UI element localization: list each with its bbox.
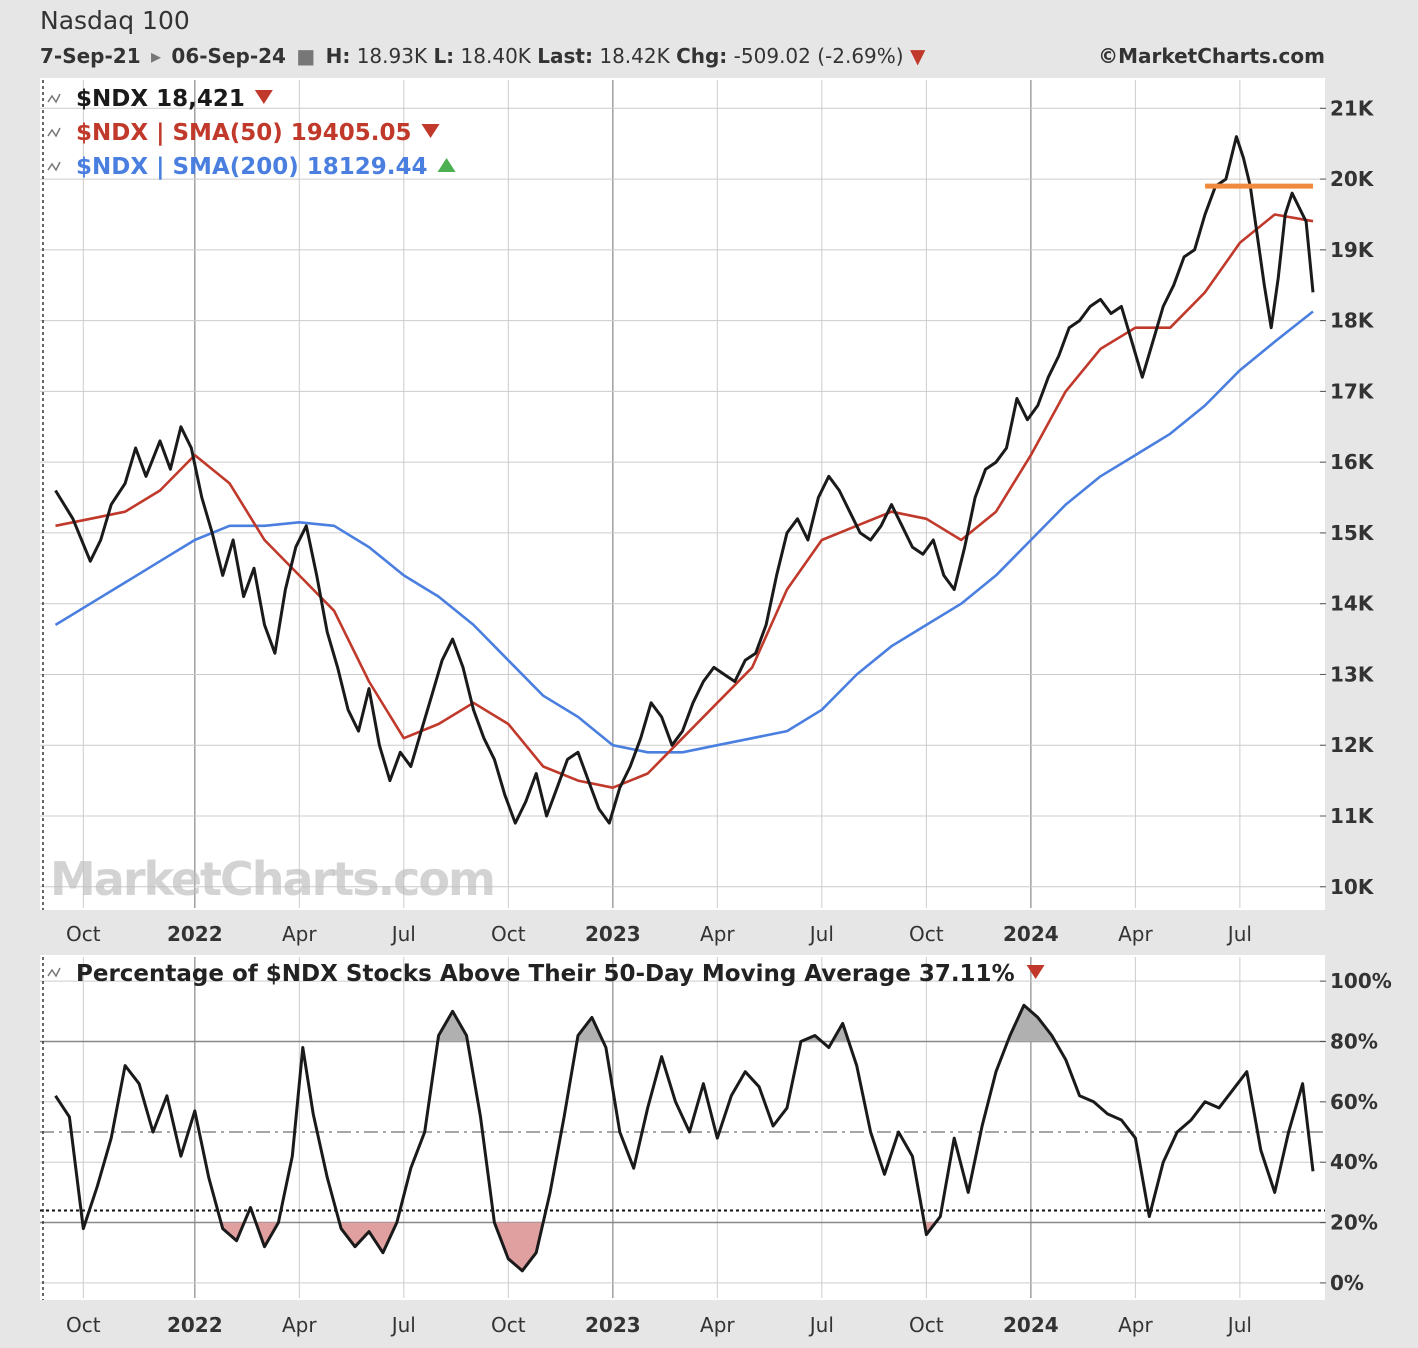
y-tick-label: 13K — [1330, 662, 1375, 686]
high-label: H: — [325, 44, 351, 68]
x-tick-label: Jul — [808, 922, 834, 946]
watermark: MarketCharts.com — [50, 852, 494, 906]
series-icon — [47, 93, 61, 104]
x-tick-label: Jul — [1226, 922, 1252, 946]
x-tick-label: Apr — [282, 1313, 317, 1337]
x-tick-label: 2023 — [585, 922, 641, 946]
oversold-fill — [255, 1222, 279, 1247]
breadth-x-axis: Oct 2022 Apr Jul Oct 2023 Apr Jul Oct 2024 Apr Jul — [66, 1313, 1252, 1337]
date-from: 7-Sep-21 — [40, 44, 141, 68]
down-triangle-icon — [421, 124, 440, 138]
breadth-y-axis: 0% 20% 40% 60% 80% 100% — [1320, 969, 1392, 1295]
overbought-fill — [1007, 1005, 1056, 1042]
x-tick-label: 2023 — [585, 1313, 641, 1337]
y-tick-label: 17K — [1330, 379, 1375, 403]
x-tick-label: 2022 — [167, 1313, 223, 1337]
last-value: 18.42K — [599, 44, 670, 68]
x-tick-label: Oct — [909, 922, 944, 946]
price-legend: $NDX 18,421 $NDX | SMA(50) 19405.05 $NDX |… — [47, 86, 456, 180]
x-tick-label: 2024 — [1003, 922, 1059, 946]
y-tick-label: 40% — [1330, 1150, 1378, 1174]
overbought-fill — [576, 1017, 604, 1042]
chg-value: -509.02 (-2.69%) — [733, 44, 904, 68]
y-tick-label: 14K — [1330, 592, 1375, 616]
chart-title: Nasdaq 100 — [40, 6, 190, 35]
breadth-panel — [40, 955, 1325, 1300]
y-tick-label: 0% — [1330, 1271, 1364, 1295]
copyright: ©MarketCharts.com — [1098, 44, 1325, 68]
y-tick-label: 19K — [1330, 238, 1375, 262]
legend-entry: $NDX | SMA(50) 19405.05 — [76, 120, 412, 146]
x-tick-label: Oct — [66, 922, 101, 946]
breadth-plot — [54, 1003, 1315, 1273]
low-value: 18.40K — [460, 44, 531, 68]
legend-entry: $NDX | SMA(200) 18129.44 — [76, 154, 428, 180]
low-label: L: — [433, 44, 455, 68]
legend-entry: $NDX 18,421 — [76, 86, 245, 112]
down-triangle-icon — [1026, 965, 1045, 979]
y-tick-label: 20K — [1330, 167, 1375, 191]
breadth-title: Percentage of $NDX Stocks Above Their 50… — [76, 961, 1015, 987]
price-summary-bar: 7-Sep-21 ▸ 06-Sep-24 ■ H: 18.93K L: 18.4… — [40, 44, 1325, 68]
breadth-legend: Percentage of $NDX Stocks Above Their 50… — [47, 961, 1045, 987]
x-tick-label: Apr — [700, 922, 735, 946]
breadth-line — [54, 1003, 1315, 1273]
series-icon — [47, 967, 61, 978]
square-bullet-icon: ■ — [296, 44, 316, 68]
date-to: 06-Sep-24 — [171, 44, 286, 68]
oversold-fill — [339, 1222, 397, 1253]
overbought-fill — [437, 1011, 468, 1042]
x-tick-label: Oct — [491, 922, 526, 946]
x-tick-label: Oct — [491, 1313, 526, 1337]
price-panel — [40, 78, 1325, 910]
down-triangle-icon — [254, 90, 273, 104]
y-tick-label: 15K — [1330, 521, 1375, 545]
y-tick-label: 16K — [1330, 450, 1375, 474]
x-tick-label: Apr — [1118, 922, 1153, 946]
price-x-axis: Oct 2022 Apr Jul Oct 2023 Apr Jul Oct 2024 Apr Jul — [66, 922, 1252, 946]
series-icon — [47, 127, 61, 138]
x-tick-label: Jul — [808, 1313, 834, 1337]
y-tick-label: 60% — [1330, 1090, 1378, 1114]
series-icon — [47, 161, 61, 172]
x-tick-label: Jul — [1226, 1313, 1252, 1337]
y-tick-label: 100% — [1330, 969, 1392, 993]
y-tick-label: 20% — [1330, 1211, 1378, 1235]
sma200-line — [54, 310, 1314, 754]
price-line — [54, 135, 1315, 825]
y-tick-label: 80% — [1330, 1029, 1378, 1053]
x-tick-label: Apr — [700, 1313, 735, 1337]
down-triangle-icon: ▼ — [909, 44, 926, 68]
x-tick-label: 2024 — [1003, 1313, 1059, 1337]
x-tick-label: Apr — [1118, 1313, 1153, 1337]
breadth-grid — [40, 957, 1325, 1298]
y-tick-label: 11K — [1330, 804, 1375, 828]
x-tick-label: 2022 — [167, 922, 223, 946]
last-label: Last: — [537, 44, 593, 68]
x-tick-label: Oct — [66, 1313, 101, 1337]
y-tick-label: 21K — [1330, 96, 1375, 120]
y-tick-label: 10K — [1330, 875, 1375, 899]
x-tick-label: Oct — [909, 1313, 944, 1337]
y-tick-label: 18K — [1330, 309, 1375, 333]
chg-label: Chg: — [676, 44, 728, 68]
x-tick-label: Jul — [390, 1313, 416, 1337]
x-tick-label: Apr — [282, 922, 317, 946]
sma50-line — [55, 213, 1314, 789]
price-grid — [40, 80, 1325, 908]
up-triangle-icon — [437, 158, 456, 172]
y-tick-label: 12K — [1330, 733, 1375, 757]
price-y-axis: 10K 11K 12K 13K 14K 15K 16K 17K 18K 19K 20K 21K — [1320, 96, 1375, 899]
price-plot — [54, 135, 1315, 825]
range-arrow-icon: ▸ — [151, 44, 162, 68]
x-tick-label: Jul — [390, 922, 416, 946]
high-value: 18.93K — [356, 44, 428, 68]
